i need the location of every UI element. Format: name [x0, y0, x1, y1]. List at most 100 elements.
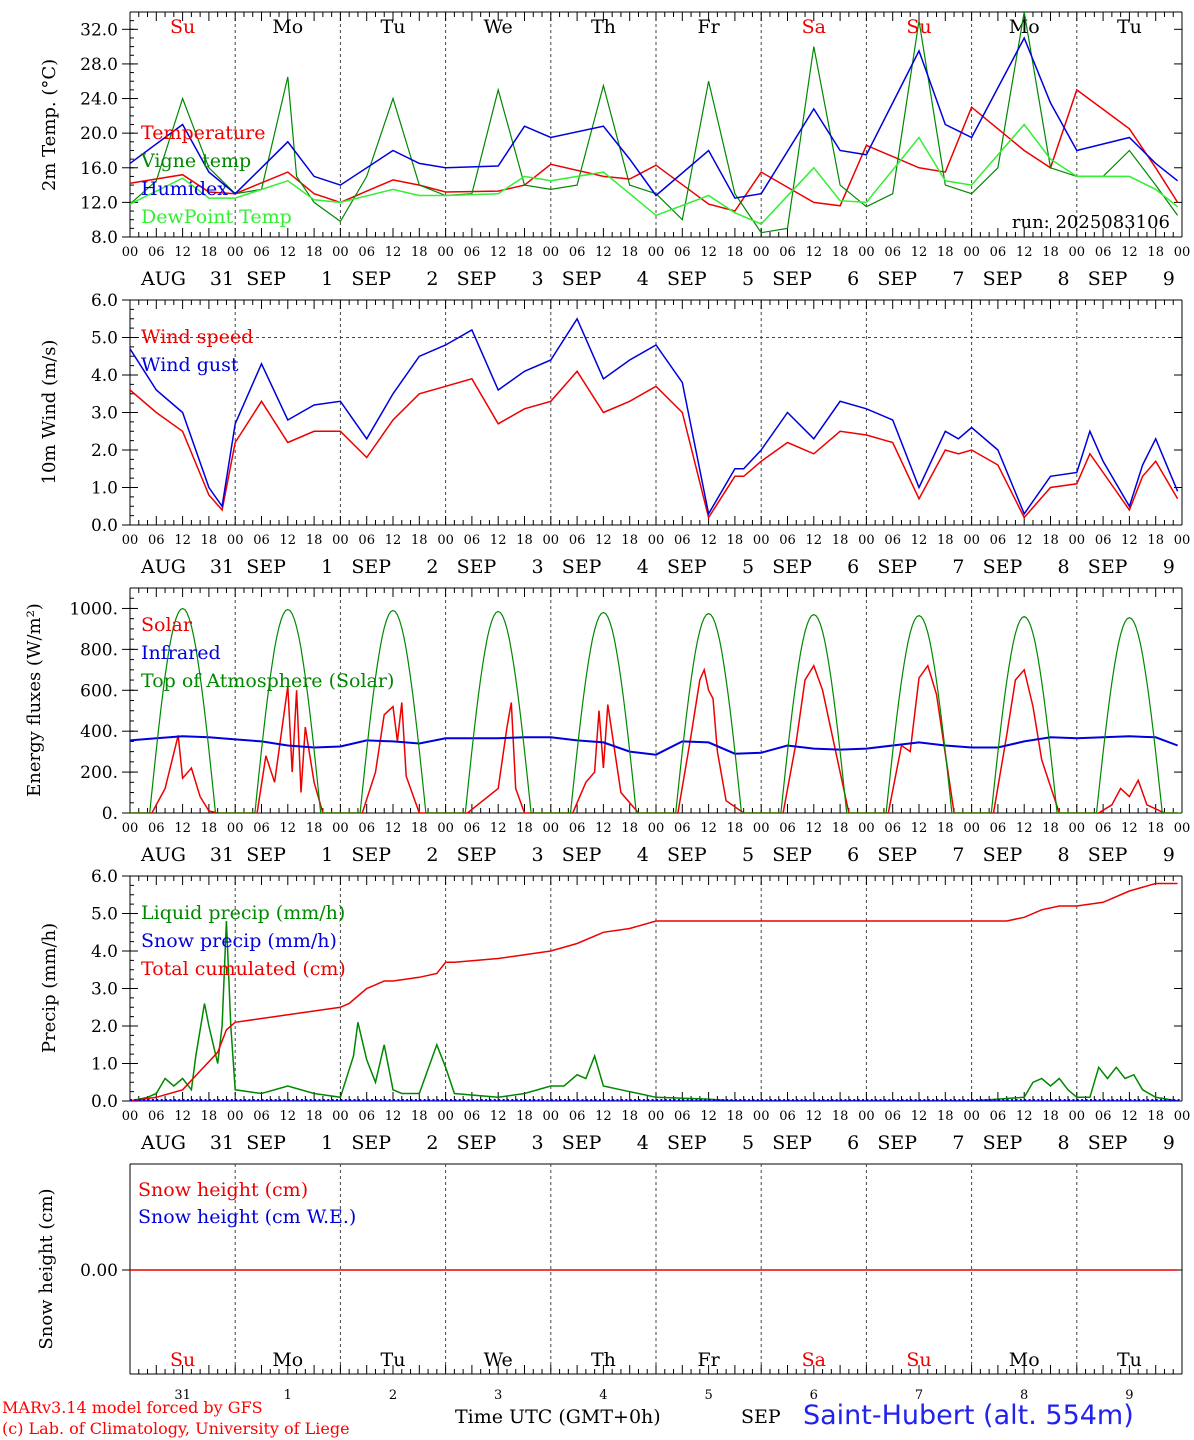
y-tick-label: 0.0 — [91, 1092, 118, 1112]
hour-tick-label: 18 — [937, 533, 954, 548]
weekday-label: Su — [906, 1349, 931, 1371]
day-number-label: 6 — [810, 1388, 818, 1403]
hour-tick-label: 18 — [832, 533, 849, 548]
date-day-label: 6 — [847, 268, 859, 290]
hour-tick-label: 06 — [464, 533, 481, 548]
weekday-label: Mo — [272, 1349, 303, 1371]
hour-tick-label: 18 — [411, 533, 428, 548]
date-day-label: 8 — [1058, 556, 1070, 578]
date-day-label: 5 — [742, 556, 754, 578]
hour-tick-label: 00 — [332, 821, 349, 836]
date-month-label: SEP — [246, 844, 286, 866]
hour-tick-label: 06 — [358, 821, 375, 836]
date-month-label: SEP — [667, 844, 707, 866]
date-day-label: 7 — [952, 556, 964, 578]
series-group — [130, 607, 1182, 813]
hour-tick-label: 06 — [779, 1109, 796, 1124]
weekday-label: Sa — [802, 1349, 826, 1371]
hour-tick-label: 18 — [937, 245, 954, 260]
legend-entry: Humidex — [141, 178, 228, 200]
weekday-label: Mo — [1009, 16, 1040, 38]
hour-tick-label: 06 — [990, 821, 1007, 836]
date-month-label: SEP — [351, 844, 391, 866]
hour-tick-label: 06 — [569, 1109, 586, 1124]
legend-entry: Snow precip (mm/h) — [141, 930, 337, 952]
y-tick-label: 24.0 — [80, 90, 118, 110]
date-day-label: 1 — [321, 268, 333, 290]
day-number-label: 1 — [284, 1388, 292, 1403]
legend-entry: Total cumulated (cm) — [141, 958, 346, 980]
weekday-label: Th — [591, 16, 616, 38]
hour-tick-label: 06 — [569, 821, 586, 836]
hour-tick-label: 06 — [358, 1109, 375, 1124]
date-day-label: 8 — [1058, 844, 1070, 866]
weekday-label: Sa — [802, 16, 826, 38]
y-axis-label: Snow height (cm) — [36, 1188, 57, 1349]
y-tick-label: 200. — [80, 763, 118, 783]
weekday-label: Tu — [1117, 16, 1142, 38]
hour-tick-label: 18 — [1042, 1109, 1059, 1124]
hour-tick-label: 06 — [674, 1109, 691, 1124]
date-day-label: 4 — [637, 1132, 649, 1154]
hour-tick-label: 18 — [201, 1109, 218, 1124]
hour-tick-label: 00 — [122, 245, 139, 260]
hour-tick-label: 18 — [832, 1109, 849, 1124]
date-day-label: 4 — [637, 268, 649, 290]
weekday-label: We — [484, 16, 513, 38]
hour-tick-label: 18 — [727, 821, 744, 836]
hour-tick-label: 00 — [963, 821, 980, 836]
date-day-label: 2 — [426, 556, 438, 578]
hour-tick-label: 18 — [411, 245, 428, 260]
hour-tick-label: 00 — [122, 533, 139, 548]
hour-tick-label: 12 — [1121, 533, 1138, 548]
hour-tick-label: 18 — [306, 821, 323, 836]
date-month-label: SEP — [667, 556, 707, 578]
y-tick-label: 5.0 — [91, 905, 118, 925]
date-day-label: 1 — [321, 556, 333, 578]
date-month-label: SEP — [772, 1132, 812, 1154]
hour-tick-label: 06 — [253, 245, 270, 260]
date-day-label: 9 — [1163, 1132, 1175, 1154]
day-number-label: 4 — [599, 1388, 607, 1403]
y-tick-label: 32.0 — [80, 20, 118, 40]
hour-tick-label: 06 — [358, 533, 375, 548]
date-day-label: 2 — [426, 844, 438, 866]
hour-tick-label: 12 — [1016, 1109, 1033, 1124]
hour-tick-label: 06 — [569, 245, 586, 260]
date-month-label: SEP — [351, 1132, 391, 1154]
hour-tick-label: 18 — [937, 821, 954, 836]
hour-tick-label: 06 — [779, 821, 796, 836]
y-tick-label: 0. — [102, 804, 118, 824]
hour-tick-label: 06 — [779, 533, 796, 548]
weekday-label: Th — [591, 1349, 616, 1371]
legend-entry: Wind gust — [141, 354, 239, 376]
legend-entry: Temperature — [141, 122, 265, 144]
y-tick-label: 28.0 — [80, 55, 118, 75]
hour-tick-label: 06 — [569, 533, 586, 548]
date-day-label: 9 — [1163, 844, 1175, 866]
y-axis-label: Energy fluxes (W/m²) — [24, 603, 45, 797]
hour-tick-label: 06 — [464, 1109, 481, 1124]
hour-tick-label: 06 — [884, 821, 901, 836]
day-number-label: 3 — [494, 1388, 502, 1403]
y-tick-label: 12.0 — [80, 193, 118, 213]
hour-tick-label: 12 — [490, 245, 507, 260]
date-day-label: 3 — [532, 1132, 544, 1154]
hour-tick-label: 00 — [753, 1109, 770, 1124]
hour-tick-label: 18 — [201, 533, 218, 548]
hour-tick-label: 12 — [490, 821, 507, 836]
hour-tick-label: 06 — [1095, 1109, 1112, 1124]
hour-tick-label: 12 — [911, 821, 928, 836]
hour-tick-label: 12 — [700, 245, 717, 260]
hour-tick-label: 12 — [700, 821, 717, 836]
hour-tick-label: 00 — [1174, 821, 1191, 836]
date-month-label: SEP — [246, 556, 286, 578]
date-month-label: SEP — [667, 268, 707, 290]
date-month-label: SEP — [351, 268, 391, 290]
hour-tick-label: 18 — [937, 1109, 954, 1124]
hour-tick-label: 00 — [437, 1109, 454, 1124]
hour-tick-label: 12 — [385, 245, 402, 260]
weekday-label: Mo — [1009, 1349, 1040, 1371]
hour-tick-label: 18 — [832, 821, 849, 836]
date-day-label: 2 — [426, 1132, 438, 1154]
